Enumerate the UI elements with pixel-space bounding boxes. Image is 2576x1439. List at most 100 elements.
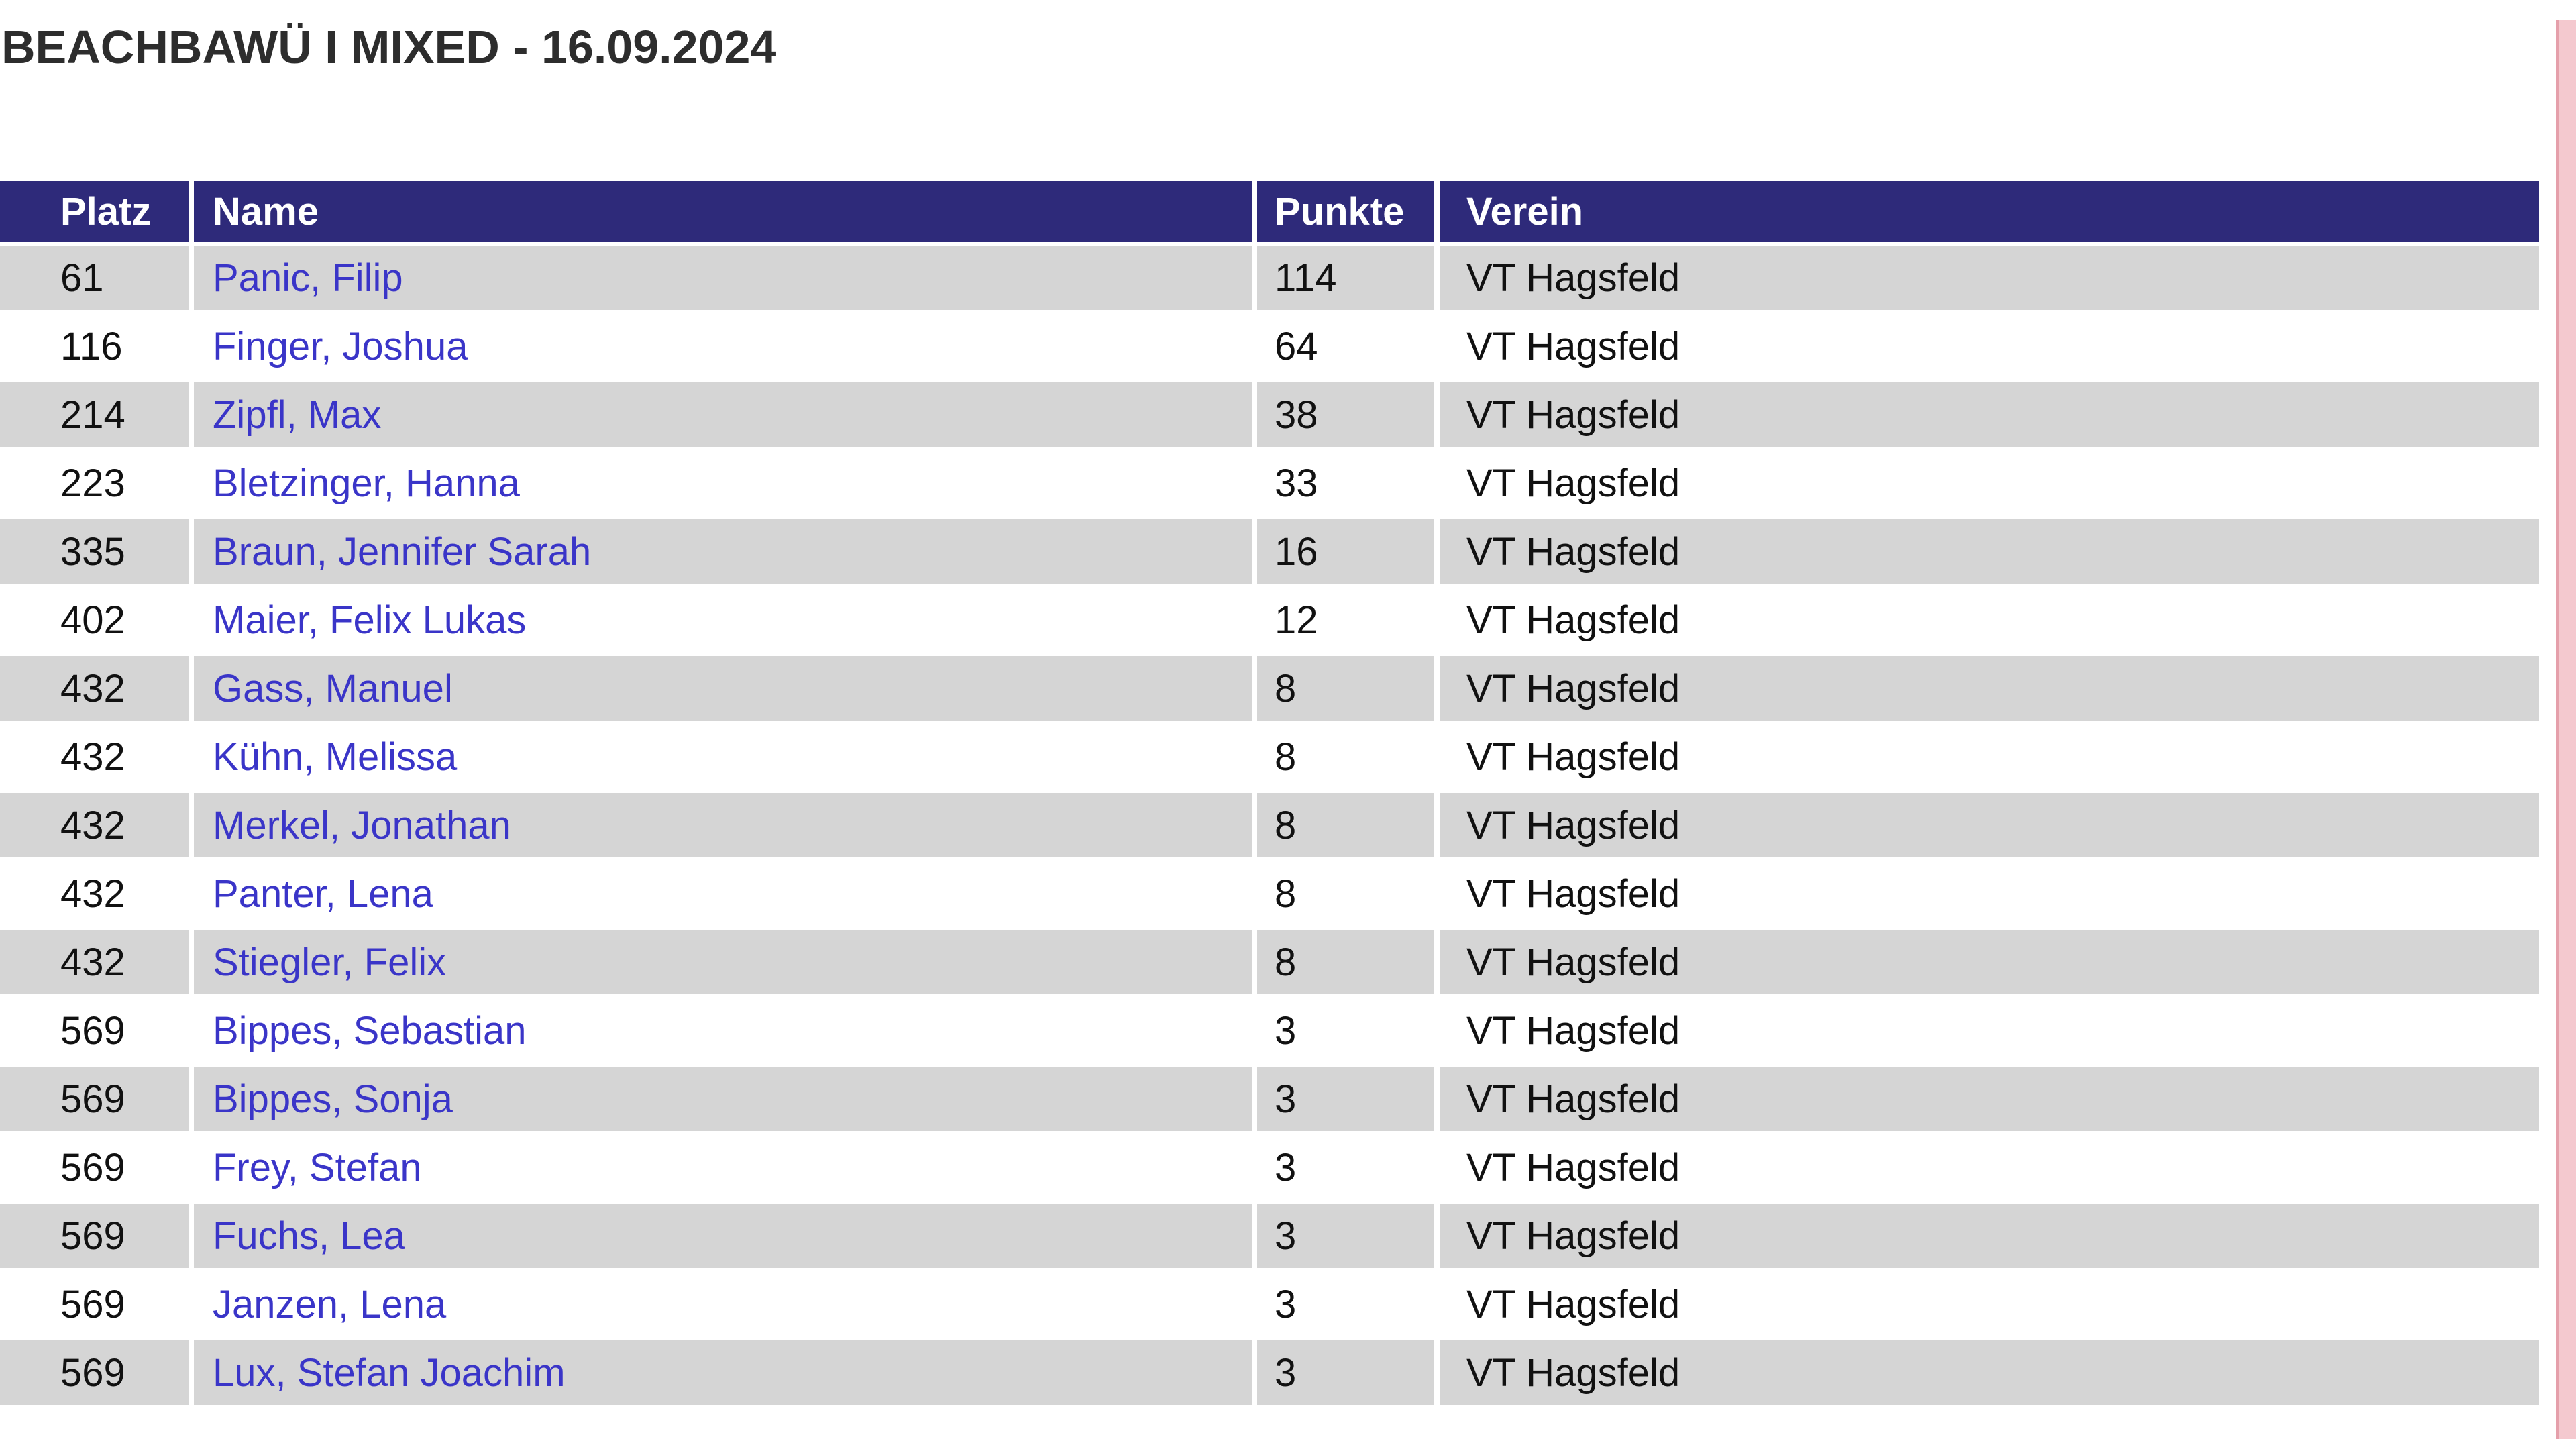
cell-verein: VT Hagsfeld [1437,1065,2539,1135]
cell-punkte: 8 [1254,791,1440,861]
player-name-link[interactable]: Kühn, Melissa [213,735,458,779]
cell-verein: VT Hagsfeld [1437,517,2539,588]
cell-verein: VT Hagsfeld [1437,449,2539,519]
player-name-link[interactable]: Maier, Felix Lukas [213,598,527,642]
table-row: 214 Zipfl, Max 38 VT Hagsfeld [0,380,2539,451]
table-row: 432 Kühn, Melissa 8 VT Hagsfeld [0,723,2539,793]
player-name-link[interactable]: Bippes, Sebastian [213,1008,527,1053]
player-name-link[interactable]: Merkel, Jonathan [213,803,511,847]
cell-punkte: 38 [1254,380,1440,451]
cell-name: Fuchs, Lea [191,1202,1257,1272]
results-table-header: Platz Name Punkte Verein [0,181,2539,246]
cell-verein: VT Hagsfeld [1437,996,2539,1067]
cell-platz: 214 [0,380,194,451]
cell-name: Janzen, Lena [191,1270,1257,1340]
cell-name: Braun, Jennifer Sarah [191,517,1257,588]
cell-platz: 569 [0,996,194,1067]
player-name-link[interactable]: Janzen, Lena [213,1282,447,1326]
column-header-punkte: Punkte [1254,181,1440,246]
table-row: 432 Gass, Manuel 8 VT Hagsfeld [0,654,2539,725]
cell-name: Zipfl, Max [191,380,1257,451]
cell-verein: VT Hagsfeld [1437,723,2539,793]
cell-platz: 569 [0,1338,194,1409]
cell-name: Maier, Felix Lukas [191,586,1257,656]
player-name-link[interactable]: Lux, Stefan Joachim [213,1350,566,1395]
cell-name: Finger, Joshua [191,312,1257,382]
player-name-link[interactable]: Zipfl, Max [213,392,382,437]
page-title: BEACHBAWÜ I MIXED - 16.09.2024 [1,21,777,73]
cell-platz: 402 [0,586,194,656]
cell-platz: 223 [0,449,194,519]
cell-punkte: 3 [1254,1065,1440,1135]
cell-name: Merkel, Jonathan [191,791,1257,861]
table-row: 569 Bippes, Sonja 3 VT Hagsfeld [0,1065,2539,1135]
cell-platz: 569 [0,1202,194,1272]
player-name-link[interactable]: Gass, Manuel [213,666,453,710]
table-row: 569 Fuchs, Lea 3 VT Hagsfeld [0,1202,2539,1272]
cell-platz: 569 [0,1133,194,1204]
cell-verein: VT Hagsfeld [1437,312,2539,382]
cell-verein: VT Hagsfeld [1437,1338,2539,1409]
cell-verein: VT Hagsfeld [1437,1202,2539,1272]
header-row: Platz Name Punkte Verein [0,181,2539,246]
cell-name: Bletzinger, Hanna [191,449,1257,519]
cell-name: Bippes, Sebastian [191,996,1257,1067]
cell-platz: 432 [0,654,194,725]
cell-punkte: 33 [1254,449,1440,519]
table-row: 569 Lux, Stefan Joachim 3 VT Hagsfeld [0,1338,2539,1409]
cell-verein: VT Hagsfeld [1437,928,2539,998]
player-name-link[interactable]: Braun, Jennifer Sarah [213,529,592,574]
cell-punkte: 8 [1254,928,1440,998]
cell-punkte: 3 [1254,1338,1440,1409]
player-name-link[interactable]: Bippes, Sonja [213,1077,453,1121]
cell-platz: 432 [0,928,194,998]
cell-name: Panter, Lena [191,859,1257,930]
table-row: 569 Janzen, Lena 3 VT Hagsfeld [0,1270,2539,1340]
results-table: Platz Name Punkte Verein 61 Panic, Filip 1… [0,181,2539,1409]
player-name-link[interactable]: Panic, Filip [213,256,403,300]
column-header-platz: Platz [0,181,194,246]
cell-name: Panic, Filip [191,244,1257,314]
table-row: 402 Maier, Felix Lukas 12 VT Hagsfeld [0,586,2539,656]
table-row: 335 Braun, Jennifer Sarah 16 VT Hagsfeld [0,517,2539,588]
player-name-link[interactable]: Stiegler, Felix [213,940,447,984]
cell-verein: VT Hagsfeld [1437,1133,2539,1204]
cell-punkte: 3 [1254,1270,1440,1340]
cell-verein: VT Hagsfeld [1437,791,2539,861]
cell-platz: 116 [0,312,194,382]
table-row: 432 Merkel, Jonathan 8 VT Hagsfeld [0,791,2539,861]
cell-punkte: 114 [1254,244,1440,314]
cell-punkte: 3 [1254,1202,1440,1272]
cell-punkte: 8 [1254,723,1440,793]
cell-verein: VT Hagsfeld [1437,244,2539,314]
cell-platz: 569 [0,1065,194,1135]
player-name-link[interactable]: Bletzinger, Hanna [213,461,520,505]
table-row: 432 Stiegler, Felix 8 VT Hagsfeld [0,928,2539,998]
cell-punkte: 64 [1254,312,1440,382]
column-header-name: Name [191,181,1257,246]
cell-punkte: 12 [1254,586,1440,656]
player-name-link[interactable]: Frey, Stefan [213,1145,422,1189]
cell-platz: 432 [0,791,194,861]
cell-punkte: 16 [1254,517,1440,588]
player-name-link[interactable]: Fuchs, Lea [213,1214,405,1258]
cell-platz: 61 [0,244,194,314]
player-name-link[interactable]: Panter, Lena [213,871,433,916]
cell-name: Lux, Stefan Joachim [191,1338,1257,1409]
table-row: 61 Panic, Filip 114 VT Hagsfeld [0,244,2539,314]
cell-punkte: 8 [1254,654,1440,725]
cell-punkte: 3 [1254,996,1440,1067]
cell-verein: VT Hagsfeld [1437,654,2539,725]
table-row: 569 Bippes, Sebastian 3 VT Hagsfeld [0,996,2539,1067]
table-row: 223 Bletzinger, Hanna 33 VT Hagsfeld [0,449,2539,519]
results-table-body: 61 Panic, Filip 114 VT Hagsfeld 116 Finger, J… [0,244,2539,1409]
cell-name: Bippes, Sonja [191,1065,1257,1135]
cell-verein: VT Hagsfeld [1437,1270,2539,1340]
column-header-verein: Verein [1437,181,2539,246]
cell-platz: 335 [0,517,194,588]
player-name-link[interactable]: Finger, Joshua [213,324,468,368]
cell-punkte: 8 [1254,859,1440,930]
cell-verein: VT Hagsfeld [1437,380,2539,451]
cell-name: Kühn, Melissa [191,723,1257,793]
cell-name: Stiegler, Felix [191,928,1257,998]
